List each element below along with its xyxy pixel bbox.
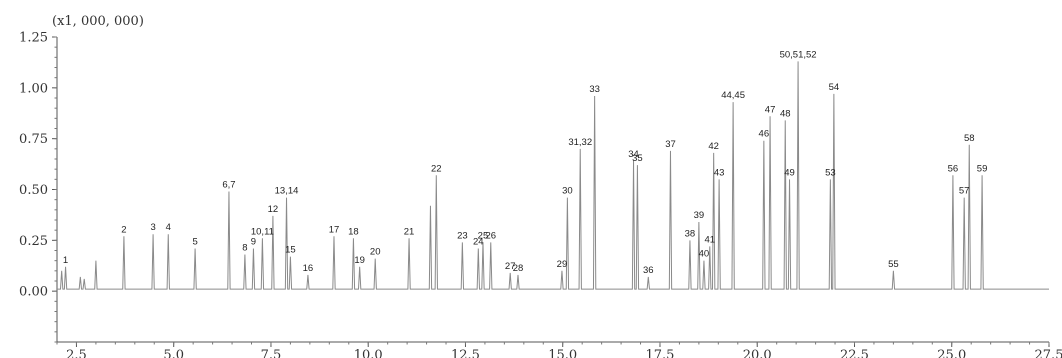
- peak-label: 23: [457, 230, 468, 241]
- peak-label: 9: [251, 236, 256, 247]
- peak-label: 31,32: [568, 137, 592, 148]
- y-tick-label: 1.00: [19, 81, 48, 96]
- peak-label: 25: [478, 230, 489, 241]
- peak-label: 58: [964, 133, 975, 144]
- peak-label: 50,51,52: [780, 49, 817, 60]
- peak-label: 28: [513, 263, 524, 274]
- x-tick-label: 22.5: [840, 348, 869, 358]
- peak-label: 16: [303, 263, 314, 274]
- peak-label: 4: [166, 222, 171, 233]
- peak-label: 1: [63, 255, 68, 266]
- y-tick-label: 1.25: [19, 31, 48, 46]
- peak-label: 43: [714, 167, 725, 178]
- peak-label: 24: [473, 236, 484, 247]
- peak-label: 54: [829, 82, 840, 93]
- peak-label: 27: [505, 261, 516, 272]
- peak-label: 35: [632, 153, 643, 164]
- peak-label: 2: [121, 224, 126, 235]
- peak-label: 57: [959, 186, 970, 197]
- axis-ticks: 1.25 1.00 0.75 0.50 0.25 0.00 2.5 5.0 7.5 10.0 12.…: [19, 31, 1062, 358]
- peak-label: 6,7: [222, 180, 235, 191]
- peak-label: 44,45: [721, 90, 745, 101]
- peak-label: 48: [780, 108, 791, 119]
- peak-label: 21: [404, 226, 415, 237]
- peak-label: 19: [354, 255, 365, 266]
- peak-label: 10,11: [251, 226, 274, 237]
- peak-label: 53: [825, 167, 836, 178]
- peak-label: 8: [242, 243, 247, 254]
- axes: [56, 37, 1049, 343]
- y-tick-label: 0.25: [19, 234, 48, 249]
- peak-label: 46: [759, 129, 770, 140]
- peak-label: 38: [685, 228, 696, 239]
- peak-label: 41: [704, 234, 715, 245]
- peak-label: 47: [765, 104, 776, 115]
- peak-label: 49: [784, 167, 795, 178]
- peak-label: 20: [370, 247, 381, 258]
- x-tick-label: 17.5: [646, 348, 675, 358]
- peak-label: 56: [948, 163, 959, 174]
- peak-label: 37: [665, 139, 676, 150]
- peak-label: 39: [694, 210, 705, 221]
- x-tick-label: 12.5: [451, 348, 480, 358]
- y-tick-label: 0.50: [19, 183, 48, 198]
- peak-label: 40: [699, 249, 710, 260]
- peak-label: 26: [485, 230, 496, 241]
- peak-label: 34: [628, 149, 639, 160]
- peak-label: 55: [888, 259, 899, 270]
- x-tick-label: 27.5: [1035, 348, 1062, 358]
- peak-label: 22: [431, 163, 442, 174]
- chromatogram-trace: [57, 61, 1049, 290]
- x-tick-label: 10.0: [354, 348, 383, 358]
- y-scale-multiplier: (x1, 000, 000): [52, 14, 144, 29]
- peak-label: 13,14: [275, 186, 299, 197]
- x-tick-label: 15.0: [548, 348, 577, 358]
- peak-label: 42: [708, 141, 719, 152]
- peak-label: 18: [348, 226, 359, 237]
- x-tick-label: 25.0: [937, 348, 966, 358]
- x-tick-label: 7.5: [261, 348, 282, 358]
- peak-label: 12: [268, 204, 279, 215]
- peak-label: 59: [977, 163, 988, 174]
- peak-label: 29: [557, 259, 568, 270]
- y-tick-label: 0.75: [19, 132, 48, 147]
- x-tick-label: 2.5: [66, 348, 87, 358]
- peak-label: 5: [192, 236, 197, 247]
- y-tick-label: 0.00: [19, 285, 48, 300]
- peak-label: 36: [643, 265, 654, 276]
- peak-label: 17: [329, 224, 340, 235]
- peak-label: 33: [589, 84, 600, 95]
- peak-label: 3: [150, 222, 155, 233]
- x-tick-label: 20.0: [743, 348, 772, 358]
- peak-label: 15: [285, 245, 296, 256]
- x-tick-label: 5.0: [163, 348, 184, 358]
- peak-label: 30: [562, 186, 573, 197]
